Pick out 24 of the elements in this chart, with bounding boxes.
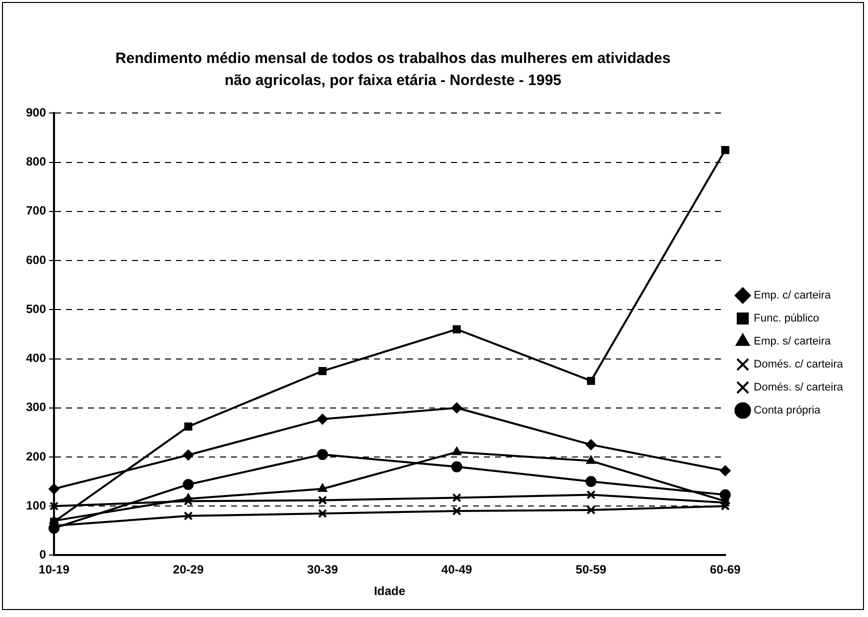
- legend-label: Emp. s/ carteira: [754, 336, 832, 348]
- x-tick-label: 50-59: [576, 562, 607, 577]
- y-tick-label: 500: [26, 302, 46, 316]
- y-tick-label: 700: [26, 204, 46, 218]
- y-tick-label: 300: [26, 400, 46, 414]
- x-tick-label: 20-29: [172, 562, 204, 577]
- x-axis-title: Idade: [374, 584, 406, 598]
- legend-label: Domés. c/ carteira: [754, 358, 844, 371]
- y-tick-label: 900: [26, 106, 46, 120]
- y-tick-label: 800: [26, 154, 46, 169]
- x-tick-label: 30-39: [307, 562, 338, 577]
- legend-label: Emp. c/ carteira: [754, 290, 832, 302]
- legend-label: Func. público: [754, 312, 820, 325]
- legend-label: Domés. s/ carteira: [754, 382, 844, 394]
- y-tick-label: 600: [26, 252, 46, 267]
- y-tick-label: 200: [26, 449, 46, 464]
- chart-title: Rendimento médio mensal de todos os trabalhos das mulheres em atividades não agricolas, por faixa etária - Nordeste - 1995: [114, 49, 672, 91]
- y-tick-label: 100: [26, 498, 46, 512]
- y-tick-label: 400: [26, 351, 46, 366]
- y-tick-label: 0: [39, 548, 46, 562]
- x-tick-label: 10-19: [38, 562, 70, 577]
- x-tick-label: 40-49: [441, 562, 472, 577]
- legend-label: Conta própria: [754, 404, 822, 417]
- x-tick-label: 60-69: [710, 562, 741, 577]
